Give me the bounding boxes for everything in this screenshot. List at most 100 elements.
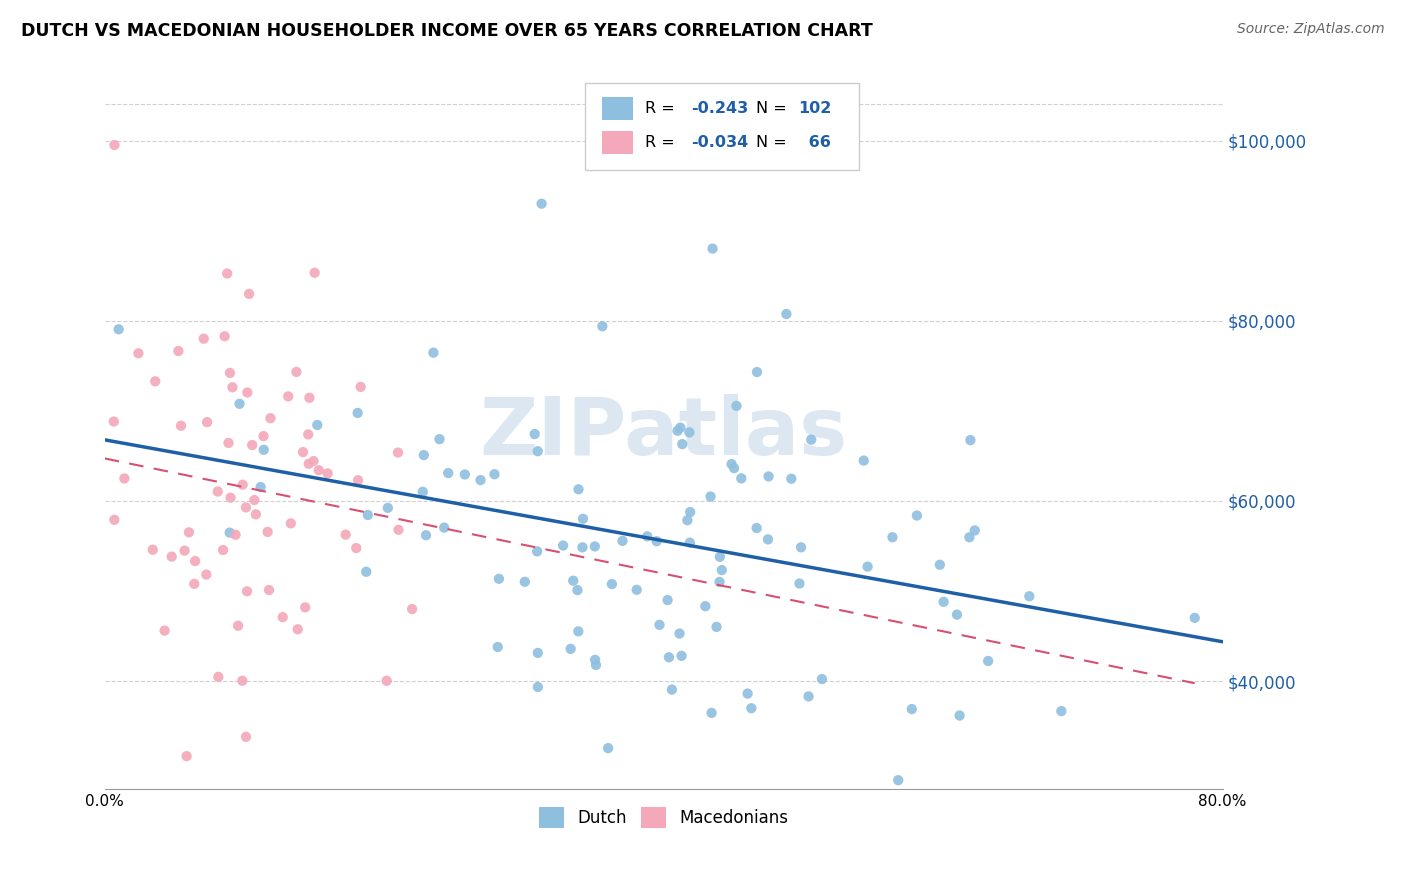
Macedonians <box>142 542 165 557</box>
Dutch <box>1050 704 1073 718</box>
Macedonians <box>235 730 257 744</box>
Macedonians <box>236 584 259 599</box>
Macedonians <box>298 457 321 471</box>
Dutch <box>900 702 922 716</box>
Dutch <box>412 484 434 499</box>
Dutch <box>107 322 129 336</box>
Macedonians <box>143 374 166 388</box>
Dutch <box>583 540 606 554</box>
Dutch <box>1184 611 1206 625</box>
Dutch <box>527 646 550 660</box>
Dutch <box>612 533 634 548</box>
Dutch <box>484 467 506 482</box>
Text: R =: R = <box>645 102 679 116</box>
Dutch <box>709 549 731 564</box>
Macedonians <box>292 445 315 459</box>
Dutch <box>669 420 692 434</box>
Dutch <box>679 505 702 519</box>
Macedonians <box>207 484 229 499</box>
Dutch <box>560 641 582 656</box>
Macedonians <box>103 513 125 527</box>
Dutch <box>666 424 689 438</box>
Dutch <box>811 672 834 686</box>
Dutch <box>745 365 768 379</box>
Dutch <box>789 576 811 591</box>
Macedonians <box>207 670 229 684</box>
Macedonians <box>304 266 326 280</box>
Text: ZIPatlas: ZIPatlas <box>479 394 848 473</box>
FancyBboxPatch shape <box>602 131 634 153</box>
Dutch <box>249 480 271 494</box>
Dutch <box>218 525 240 540</box>
Dutch <box>852 453 875 467</box>
Macedonians <box>184 554 207 568</box>
Dutch <box>856 559 879 574</box>
Macedonians <box>257 582 280 597</box>
Dutch <box>377 500 399 515</box>
Dutch <box>758 469 780 483</box>
Dutch <box>572 512 595 526</box>
Macedonians <box>277 389 299 403</box>
Dutch <box>530 196 553 211</box>
Dutch <box>307 417 329 432</box>
Macedonians <box>308 463 330 477</box>
Dutch <box>706 620 728 634</box>
Dutch <box>932 595 955 609</box>
Macedonians <box>316 467 339 481</box>
Macedonians <box>375 673 398 688</box>
Dutch <box>437 466 460 480</box>
Dutch <box>567 483 589 497</box>
Dutch <box>695 599 717 614</box>
Dutch <box>454 467 477 482</box>
Macedonians <box>221 380 243 394</box>
Dutch <box>433 520 456 534</box>
Dutch <box>253 442 276 457</box>
Macedonians <box>176 749 198 764</box>
Dutch <box>702 242 724 256</box>
Dutch <box>567 583 589 598</box>
Macedonians <box>259 411 281 425</box>
Dutch <box>228 397 250 411</box>
Dutch <box>887 773 910 788</box>
Dutch <box>709 574 731 589</box>
Macedonians <box>217 267 239 281</box>
Dutch <box>780 472 803 486</box>
Macedonians <box>183 577 205 591</box>
Dutch <box>567 624 589 639</box>
Dutch <box>585 658 607 673</box>
Macedonians <box>212 543 235 558</box>
Macedonians <box>218 436 240 450</box>
Dutch <box>346 406 368 420</box>
Dutch <box>700 706 723 720</box>
Dutch <box>699 490 721 504</box>
Macedonians <box>195 415 218 429</box>
Macedonians <box>344 541 367 555</box>
Macedonians <box>335 527 357 541</box>
Dutch <box>710 563 733 577</box>
Dutch <box>429 432 451 446</box>
Dutch <box>598 741 620 756</box>
Dutch <box>723 461 745 475</box>
Macedonians <box>243 493 266 508</box>
Dutch <box>882 530 904 544</box>
FancyBboxPatch shape <box>585 83 859 170</box>
Macedonians <box>232 477 254 491</box>
Dutch <box>740 701 762 715</box>
Dutch <box>523 427 546 442</box>
Dutch <box>963 524 986 538</box>
Dutch <box>412 448 434 462</box>
Dutch <box>678 425 700 440</box>
Macedonians <box>219 366 242 380</box>
Macedonians <box>236 385 259 400</box>
Text: Source: ZipAtlas.com: Source: ZipAtlas.com <box>1237 22 1385 37</box>
Macedonians <box>387 523 409 537</box>
Macedonians <box>153 624 176 638</box>
Macedonians <box>193 332 215 346</box>
Dutch <box>790 541 813 555</box>
Macedonians <box>252 429 274 443</box>
Macedonians <box>177 525 200 540</box>
Dutch <box>671 437 693 451</box>
Legend: Dutch, Macedonians: Dutch, Macedonians <box>533 801 794 834</box>
Macedonians <box>271 610 294 624</box>
Macedonians <box>103 415 125 429</box>
